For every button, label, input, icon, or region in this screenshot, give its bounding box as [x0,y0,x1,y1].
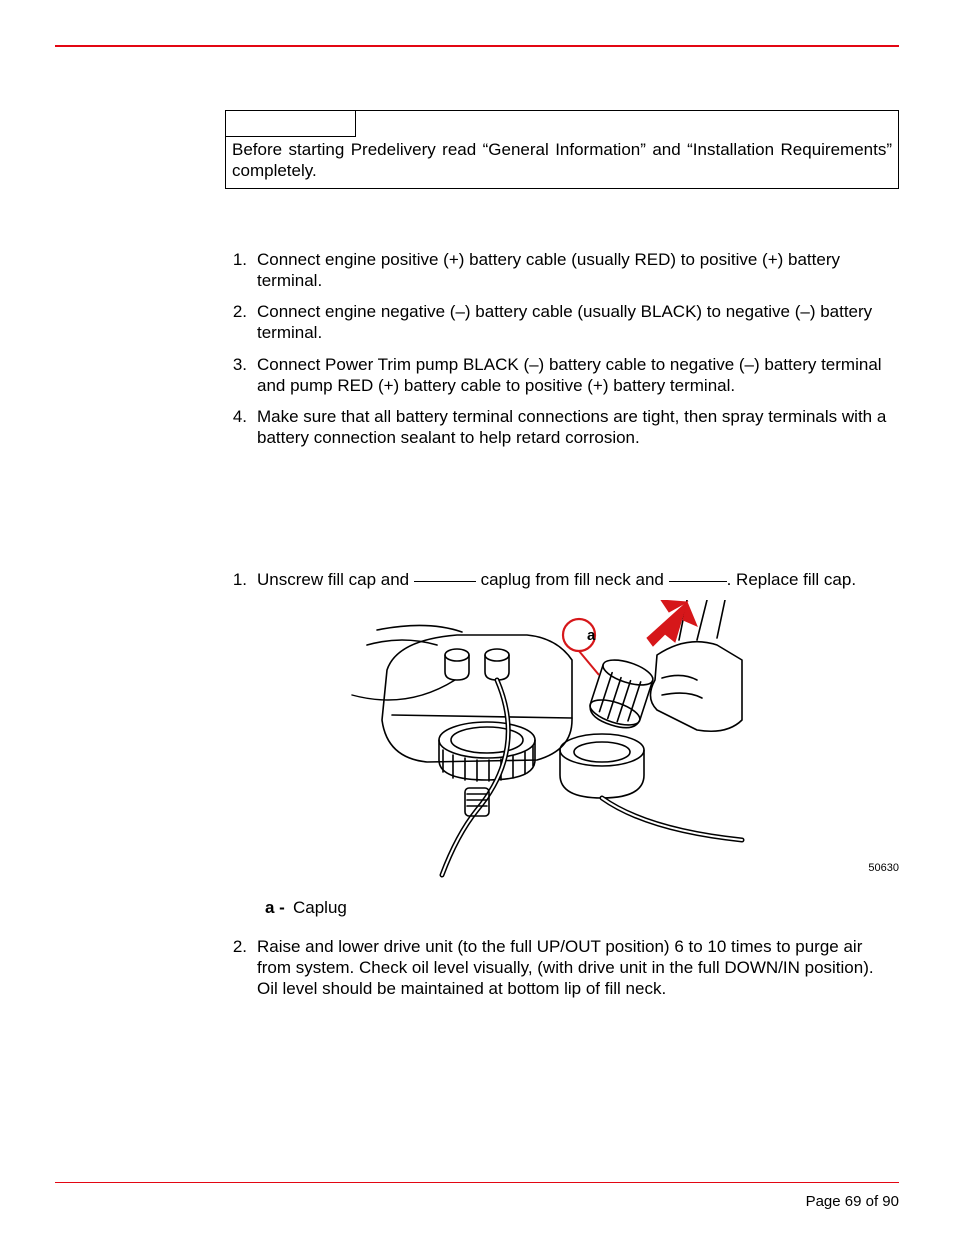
text-span: Unscrew fill cap and [257,570,414,589]
fill-blank [669,581,727,582]
list-body: Connect Power Trim pump BLACK (–) batter… [257,354,899,397]
trim-steps-list: 1. Unscrew fill cap and caplug from fill… [225,569,899,590]
callout-letter: a - [265,898,293,918]
figure-callout: a - Caplug [225,898,899,918]
list-item: 4. Make sure that all battery terminal c… [225,406,899,449]
list-number: 2. [225,301,257,344]
list-body: Raise and lower drive unit (to the full … [257,936,899,1000]
trim-steps-list-cont: 2. Raise and lower drive unit (to the fu… [225,936,899,1000]
list-body: Unscrew fill cap and caplug from fill ne… [257,569,899,590]
important-text: Before starting Predelivery read “Genera… [226,137,898,188]
battery-steps-list: 1. Connect engine positive (+) battery c… [225,249,899,449]
important-box: Before starting Predelivery read “Genera… [225,110,899,189]
list-item: 1. Unscrew fill cap and caplug from fill… [225,569,899,590]
list-item: 2. Raise and lower drive unit (to the fu… [225,936,899,1000]
svg-text:a: a [587,627,596,644]
callout-text: Caplug [293,898,347,918]
list-item: 2. Connect engine negative (–) battery c… [225,301,899,344]
list-number: 2. [225,936,257,1000]
list-item: 1. Connect engine positive (+) battery c… [225,249,899,292]
text-span: caplug from fill neck and [476,570,669,589]
important-label [226,111,356,137]
fill-blank [414,581,476,582]
figure-container: a 50630 [225,600,899,890]
page-content: Before starting Predelivery read “Genera… [225,110,899,1010]
list-number: 3. [225,354,257,397]
page-number: Page 69 of 90 [806,1193,899,1210]
figure-id: 50630 [868,862,899,874]
list-body: Make sure that all battery terminal conn… [257,406,899,449]
bottom-rule [55,1182,899,1184]
list-item: 3. Connect Power Trim pump BLACK (–) bat… [225,354,899,397]
list-body: Connect engine negative (–) battery cabl… [257,301,899,344]
list-number: 4. [225,406,257,449]
caplug-figure: a [347,600,747,880]
top-rule [55,45,899,47]
list-number: 1. [225,569,257,590]
list-number: 1. [225,249,257,292]
list-body: Connect engine positive (+) battery cabl… [257,249,899,292]
text-span: . Replace fill cap. [727,570,856,589]
